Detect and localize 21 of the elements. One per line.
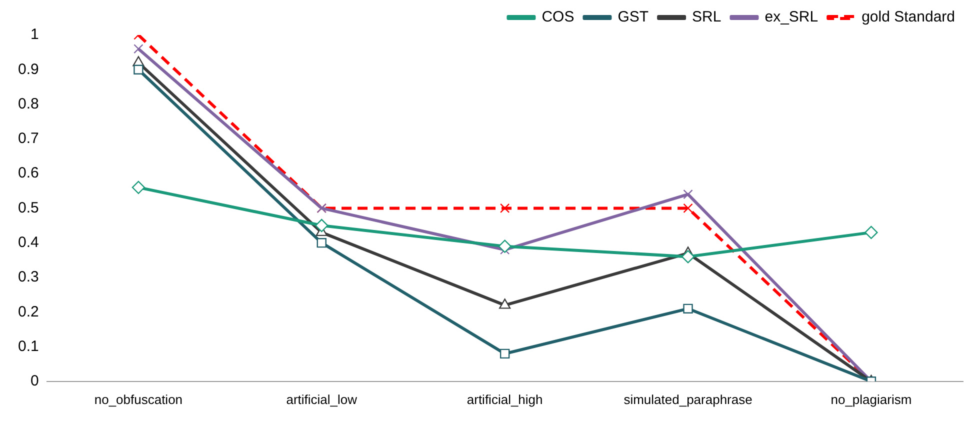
y-tick-label: 0.4 xyxy=(18,234,39,251)
y-tick-label: 0.9 xyxy=(18,60,39,78)
y-tick-label: 0 xyxy=(30,372,39,390)
y-tick-label: 0.2 xyxy=(18,303,39,320)
y-tick-label: 0.3 xyxy=(18,268,39,286)
y-tick-label: 1 xyxy=(30,26,39,44)
x-tick-label: no_obfuscation xyxy=(94,392,183,407)
y-tick-label: 0.1 xyxy=(18,338,39,355)
x-tick-label: simulated_paraphrase xyxy=(624,392,752,407)
legend-label: gold Standard xyxy=(862,8,955,26)
y-tick-label: 0.7 xyxy=(18,130,39,148)
x-tick-label: artificial_high xyxy=(466,392,543,407)
legend-label: COS xyxy=(542,8,574,26)
legend-label: SRL xyxy=(692,8,722,26)
x-tick-label: no_plagiarism xyxy=(830,392,912,407)
y-tick-label: 0.5 xyxy=(18,199,39,216)
y-tick-label: 0.8 xyxy=(18,95,39,112)
legend-label: GST xyxy=(618,8,649,26)
x-tick-label: artificial_low xyxy=(286,392,358,407)
y-tick-label: 0.6 xyxy=(18,164,39,182)
legend-label: ex_SRL xyxy=(764,8,818,26)
